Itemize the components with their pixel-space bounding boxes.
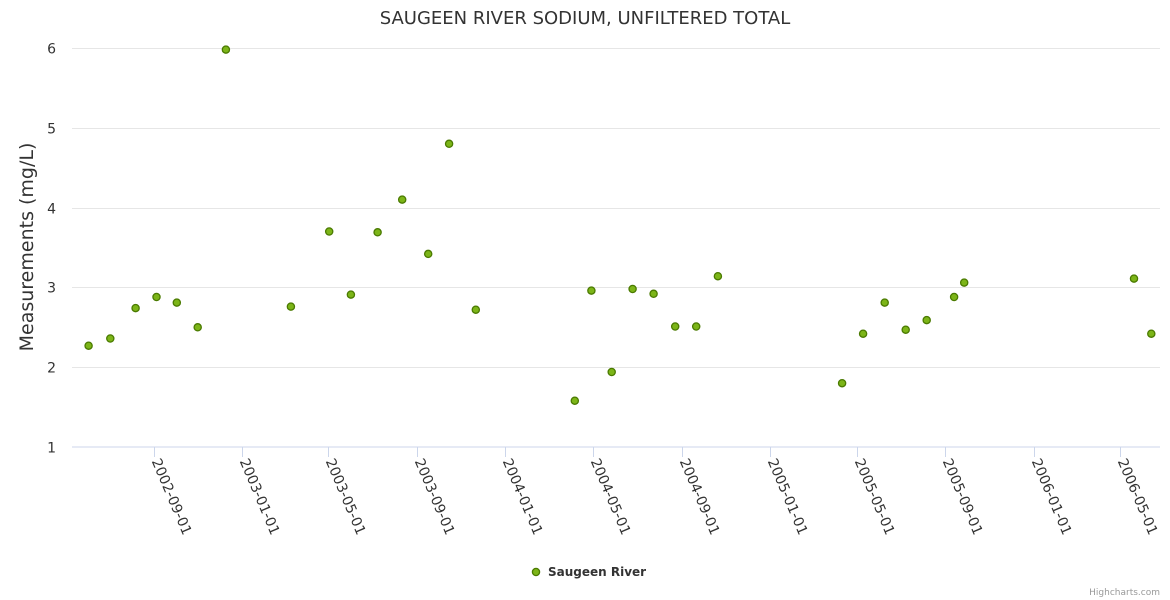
data-point[interactable] bbox=[152, 292, 161, 302]
data-point[interactable] bbox=[570, 396, 580, 405]
y-tick-label: 1 bbox=[47, 441, 56, 457]
data-point[interactable] bbox=[901, 325, 910, 334]
data-point[interactable] bbox=[397, 195, 407, 204]
data-point[interactable] bbox=[444, 139, 454, 149]
chart-title: SAUGEEN RIVER SODIUM, UNFILTERED TOTAL bbox=[380, 8, 791, 29]
data-point[interactable] bbox=[837, 378, 847, 388]
data-point[interactable] bbox=[106, 334, 115, 343]
data-point[interactable] bbox=[607, 367, 616, 377]
data-point[interactable] bbox=[221, 45, 231, 54]
data-point[interactable] bbox=[880, 298, 889, 307]
data-point[interactable] bbox=[959, 278, 969, 287]
data-point[interactable] bbox=[649, 289, 658, 299]
data-point[interactable] bbox=[324, 227, 334, 236]
data-point[interactable] bbox=[713, 271, 723, 281]
data-point[interactable] bbox=[628, 284, 637, 294]
data-point[interactable] bbox=[1129, 274, 1139, 283]
data-point[interactable] bbox=[1147, 329, 1156, 338]
data-point[interactable] bbox=[949, 292, 959, 302]
legend[interactable]: Saugeen River bbox=[531, 565, 646, 579]
legend-item-saugeen-river[interactable]: Saugeen River bbox=[548, 565, 646, 579]
credits-link[interactable]: Highcharts.com bbox=[1089, 588, 1160, 598]
legend-marker-icon[interactable] bbox=[531, 567, 541, 577]
data-point[interactable] bbox=[922, 315, 931, 325]
data-point[interactable] bbox=[131, 303, 140, 313]
grid-lines bbox=[72, 48, 1160, 368]
y-tick-label: 5 bbox=[47, 122, 56, 138]
data-point[interactable] bbox=[471, 305, 481, 314]
y-tick-label: 2 bbox=[47, 361, 56, 377]
y-axis-title: Measurements (mg/L) bbox=[16, 143, 38, 352]
data-point[interactable] bbox=[423, 249, 433, 259]
y-tick-label: 3 bbox=[47, 281, 56, 297]
data-points bbox=[84, 45, 1156, 405]
y-tick-label: 6 bbox=[47, 42, 56, 58]
data-point[interactable] bbox=[373, 228, 382, 237]
data-point[interactable] bbox=[172, 298, 182, 307]
data-point[interactable] bbox=[84, 341, 93, 350]
y-tick-label: 4 bbox=[47, 202, 56, 218]
data-point[interactable] bbox=[286, 302, 296, 311]
data-point[interactable] bbox=[193, 323, 202, 332]
data-point[interactable] bbox=[346, 290, 356, 299]
y-axis-ticks: 1 2 3 4 5 6 bbox=[47, 42, 56, 457]
data-point[interactable] bbox=[587, 286, 596, 295]
data-point[interactable] bbox=[670, 322, 680, 331]
data-point[interactable] bbox=[691, 322, 701, 331]
data-point[interactable] bbox=[858, 329, 868, 338]
